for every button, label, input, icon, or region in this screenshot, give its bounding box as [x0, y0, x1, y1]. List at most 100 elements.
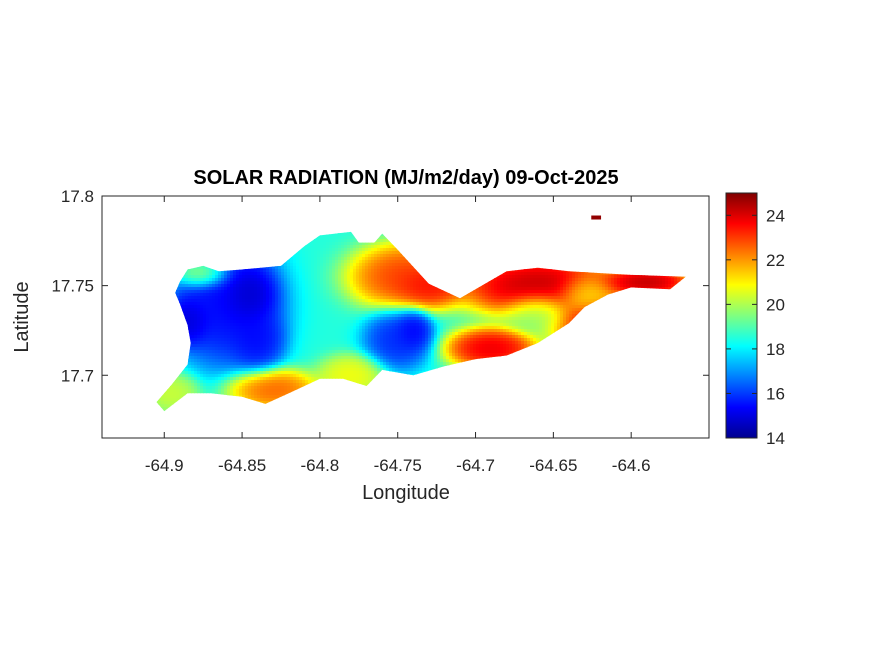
heatmap-cell — [530, 254, 534, 258]
heatmap-cell — [335, 275, 339, 279]
heatmap-cell — [257, 302, 261, 306]
heatmap-cell — [566, 266, 570, 270]
heatmap-cell — [413, 296, 417, 300]
heatmap-cell — [509, 299, 513, 303]
heatmap-cell — [422, 260, 426, 264]
heatmap-cell — [419, 263, 423, 267]
heatmap-cell — [302, 293, 306, 297]
heatmap-cell — [281, 296, 285, 300]
heatmap-cell — [239, 278, 243, 282]
heatmap-cell — [617, 239, 621, 243]
heatmap-cell — [377, 236, 381, 240]
heatmap-cell — [227, 275, 231, 279]
heatmap-cell — [551, 293, 555, 297]
heatmap-cell — [266, 251, 270, 255]
heatmap-cell — [191, 269, 195, 273]
heatmap-cell — [479, 248, 483, 252]
heatmap-cell — [356, 293, 360, 297]
heatmap-cell — [215, 302, 219, 306]
heatmap-cell — [575, 302, 579, 306]
heatmap-cell — [650, 305, 654, 309]
heatmap-cell — [365, 302, 369, 306]
heatmap-cell — [188, 269, 192, 273]
heatmap-cell — [470, 269, 474, 273]
heatmap-cell — [347, 269, 351, 273]
heatmap-cell — [614, 269, 618, 273]
heatmap-cell — [380, 275, 384, 279]
heatmap-cell — [389, 245, 393, 249]
heatmap-cell — [464, 287, 468, 291]
heatmap-cell — [317, 242, 321, 246]
heatmap-cell — [665, 272, 669, 276]
heatmap-cell — [182, 236, 186, 240]
heatmap-cell — [566, 293, 570, 297]
heatmap-cell — [323, 245, 327, 249]
heatmap-cell — [227, 263, 231, 267]
heatmap-cell — [413, 233, 417, 237]
heatmap-cell — [164, 284, 168, 288]
heatmap-cell — [599, 239, 603, 243]
heatmap-cell — [152, 248, 156, 252]
heatmap-cell — [662, 263, 666, 267]
heatmap-cell — [563, 242, 567, 246]
heatmap-cell — [173, 284, 177, 288]
heatmap-cell — [605, 257, 609, 261]
heatmap-cell — [611, 245, 615, 249]
heatmap-cell — [188, 305, 192, 309]
heatmap-cell — [284, 251, 288, 255]
heatmap-cell — [668, 272, 672, 276]
heatmap-cell — [611, 305, 615, 309]
heatmap-cell — [446, 284, 450, 288]
heatmap-cell — [629, 275, 633, 279]
heatmap-cell — [464, 275, 468, 279]
heatmap-cell — [527, 248, 531, 252]
heatmap-cell — [344, 233, 348, 237]
heatmap-cell — [656, 260, 660, 264]
heatmap-cell — [470, 287, 474, 291]
heatmap-cell — [536, 281, 540, 285]
heatmap-cell — [464, 233, 468, 237]
heatmap-cell — [164, 278, 168, 282]
heatmap-cell — [236, 290, 240, 294]
heatmap-cell — [401, 245, 405, 249]
heatmap-cell — [341, 305, 345, 309]
heatmap-cell — [203, 302, 207, 306]
heatmap-cell — [575, 275, 579, 279]
heatmap-cell — [572, 239, 576, 243]
heatmap-cell — [203, 287, 207, 291]
heatmap-cell — [437, 239, 441, 243]
heatmap-cell — [269, 266, 273, 270]
heatmap-cell — [500, 233, 504, 237]
heatmap-cell — [455, 296, 459, 300]
heatmap-cell — [551, 272, 555, 276]
heatmap-cell — [620, 227, 624, 231]
heatmap-cell — [437, 266, 441, 270]
heatmap-cell — [173, 281, 177, 285]
heatmap-cell — [683, 230, 686, 234]
heatmap-cell — [179, 230, 183, 234]
heatmap-cell — [167, 269, 171, 273]
heatmap-cell — [443, 257, 447, 261]
heatmap-cell — [659, 227, 663, 231]
heatmap-cell — [572, 227, 576, 231]
heatmap-cell — [227, 233, 231, 237]
heatmap-cell — [251, 257, 255, 261]
heatmap-cell — [626, 290, 630, 294]
heatmap-cell — [374, 284, 378, 288]
heatmap-cell — [296, 281, 300, 285]
heatmap-cell — [293, 302, 297, 306]
heatmap-cell — [446, 308, 450, 312]
heatmap-cell — [278, 293, 282, 297]
heatmap-cell — [548, 272, 552, 276]
heatmap-cell — [386, 275, 390, 279]
heatmap-cell — [443, 281, 447, 285]
heatmap-cell — [431, 305, 435, 309]
heatmap-cell — [377, 233, 381, 237]
heatmap-cell — [191, 281, 195, 285]
heatmap-cell — [680, 236, 684, 240]
heatmap-cell — [254, 281, 258, 285]
heatmap-cell — [659, 263, 663, 267]
heatmap-cell — [353, 293, 357, 297]
heatmap-cell — [272, 308, 276, 312]
heatmap-cell — [200, 269, 204, 273]
